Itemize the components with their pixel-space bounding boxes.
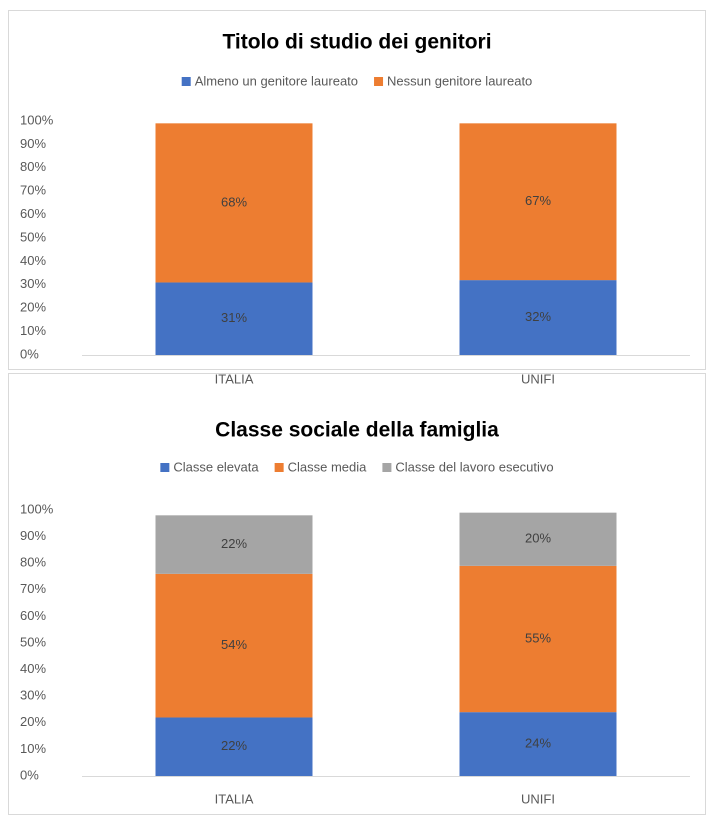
y-tick-label: 90% — [20, 528, 46, 543]
data-label: 31% — [221, 310, 247, 325]
data-label: 68% — [221, 194, 247, 209]
data-label: 55% — [525, 630, 551, 645]
y-tick-label: 20% — [20, 714, 46, 729]
x-tick-label: ITALIA — [215, 371, 254, 386]
x-tick-label: UNIFI — [521, 371, 555, 386]
y-tick-label: 50% — [20, 229, 46, 244]
y-tick-label: 10% — [20, 741, 46, 756]
y-tick-label: 90% — [20, 136, 46, 151]
legend-swatch — [374, 77, 384, 86]
legend-label: Classe del lavoro esecutivo — [395, 459, 553, 474]
y-tick-label: 80% — [20, 159, 46, 174]
legend-swatch — [160, 463, 170, 472]
bar-segment — [459, 123, 617, 281]
y-tick-label: 70% — [20, 581, 46, 596]
y-tick-label: 30% — [20, 688, 46, 703]
bar-segment — [459, 512, 617, 566]
bar-segment — [155, 717, 313, 776]
legend-label: Classe media — [288, 459, 368, 474]
y-tick-label: 50% — [20, 634, 46, 649]
bar-segment — [155, 123, 313, 283]
data-label: 54% — [221, 637, 247, 652]
x-tick-label: ITALIA — [215, 791, 254, 806]
y-tick-label: 40% — [20, 253, 46, 268]
y-tick-label: 10% — [20, 323, 46, 338]
data-label: 22% — [221, 738, 247, 753]
y-tick-label: 0% — [20, 346, 39, 361]
chart-title: Titolo di studio dei genitori — [222, 31, 491, 54]
y-tick-label: 20% — [20, 300, 46, 315]
data-label: 20% — [525, 531, 551, 546]
legend-swatch — [382, 463, 392, 472]
chart-title: Classe sociale della famiglia — [215, 419, 499, 442]
y-tick-label: 60% — [20, 608, 46, 623]
data-label: 22% — [221, 536, 247, 551]
legend-label: Almeno un genitore laureato — [195, 73, 358, 88]
bar-segment — [155, 515, 313, 574]
y-tick-label: 0% — [20, 767, 39, 782]
y-tick-label: 60% — [20, 206, 46, 221]
bar-segment — [155, 573, 313, 718]
y-tick-label: 100% — [20, 112, 54, 127]
bar-segment — [155, 282, 313, 355]
y-tick-label: 30% — [20, 276, 46, 291]
y-tick-label: 100% — [20, 501, 54, 516]
y-tick-label: 80% — [20, 555, 46, 570]
legend-label: Nessun genitore laureato — [387, 73, 532, 88]
data-label: 32% — [525, 309, 551, 324]
legend-swatch — [181, 77, 191, 86]
bar-segment — [459, 280, 617, 355]
legend-swatch — [274, 463, 284, 472]
bar-segment — [459, 712, 617, 776]
data-label: 67% — [525, 193, 551, 208]
y-tick-label: 40% — [20, 661, 46, 676]
data-label: 24% — [525, 736, 551, 751]
y-tick-label: 70% — [20, 183, 46, 198]
bar-segment — [459, 565, 617, 713]
legend-label: Classe elevata — [173, 459, 259, 474]
x-tick-label: UNIFI — [521, 791, 555, 806]
